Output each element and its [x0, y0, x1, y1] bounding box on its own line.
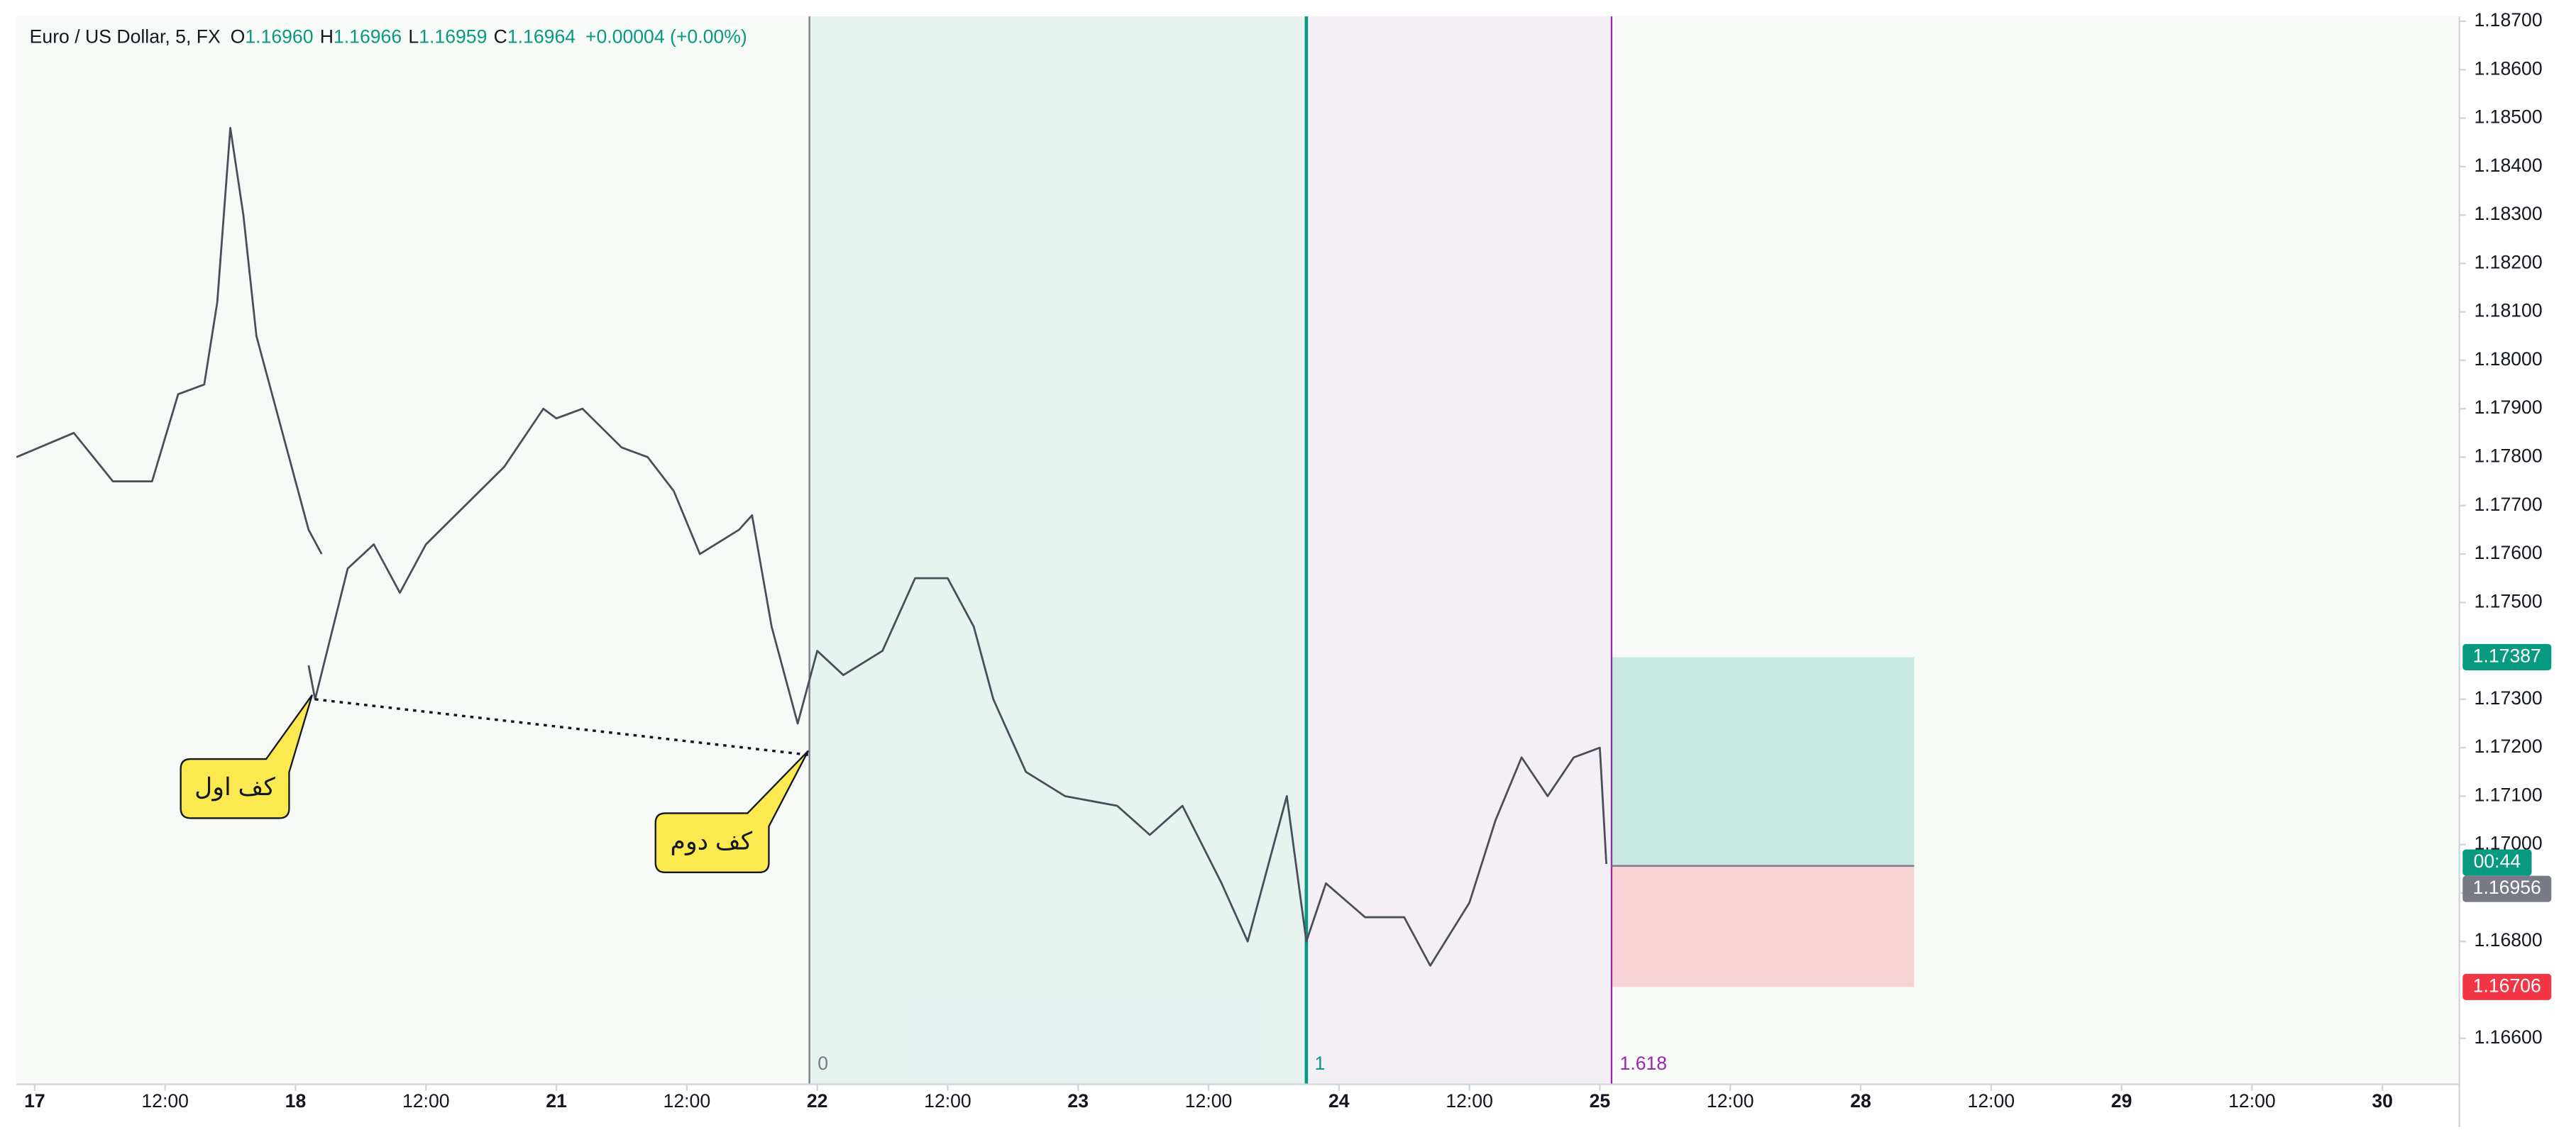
callout-text: کف اول — [194, 774, 275, 802]
x-tick-label: 23 — [1067, 1090, 1089, 1112]
x-tick-label: 21 — [546, 1090, 567, 1112]
x-tick-label: 17 — [24, 1090, 45, 1112]
header: Euro / US Dollar, 5, FX O 1.16960 H 1.16966… — [30, 26, 747, 47]
callout-bubble — [654, 750, 810, 874]
callout-text: کف دوم — [671, 828, 753, 855]
ohlc-value: 1.16959 — [419, 26, 487, 47]
fib-zone-fill — [809, 16, 1306, 1085]
trendline — [314, 698, 810, 757]
position-loss — [1611, 865, 1915, 987]
x-tick-label: 29 — [2111, 1090, 2132, 1112]
x-tick-label: 12:00 — [141, 1090, 189, 1112]
price-badge — [2462, 973, 2552, 1000]
y-tick-label: 1.16800 — [2474, 929, 2542, 951]
x-tick-label: 12:00 — [664, 1090, 711, 1112]
y-tick-label: 1.18600 — [2474, 57, 2542, 79]
ohlc-value: 1.16966 — [334, 26, 402, 47]
x-tick-label: 24 — [1328, 1090, 1350, 1112]
price-badge-label: 1.17387 — [2473, 645, 2541, 666]
x-tick-label: 12:00 — [1185, 1090, 1233, 1112]
x-tick-label: 12:00 — [402, 1090, 450, 1112]
y-tick-label: 1.17500 — [2474, 590, 2542, 611]
symbol-title: Euro / US Dollar, 5, FX — [30, 26, 221, 47]
x-tick-label: 25 — [1590, 1090, 1611, 1112]
fib-zone-label: 1 — [1314, 1053, 1325, 1074]
x-tick-label: 18 — [285, 1090, 307, 1112]
y-tick-label: 1.17800 — [2474, 445, 2542, 466]
position-profit — [1611, 657, 1915, 866]
fib-zone-label: 0 — [818, 1053, 828, 1074]
ohlc-value: 1.16964 — [507, 26, 576, 47]
price-badge-label: 1.16706 — [2473, 975, 2541, 996]
ohlc-key: C — [494, 26, 507, 47]
x-tick-label: 22 — [807, 1090, 828, 1112]
y-tick-label: 1.18500 — [2474, 106, 2542, 128]
price-line — [16, 126, 1607, 967]
price-badge-label: 1.16956 — [2473, 877, 2541, 898]
price-badge — [2462, 643, 2552, 670]
callout-2: کف دوم — [654, 750, 810, 874]
x-tick-label: 12:00 — [1707, 1090, 1754, 1112]
ohlc-key: H — [320, 26, 334, 47]
change: +0.00004 (+0.00%) — [585, 26, 747, 47]
price-badge — [2462, 875, 2552, 902]
callout-bubble — [180, 694, 313, 819]
y-tick-label: 1.18100 — [2474, 300, 2542, 321]
x-tick-label: 12:00 — [2228, 1090, 2276, 1112]
countdown: 00:44 — [2474, 850, 2521, 872]
x-tick-label: 12:00 — [924, 1090, 971, 1112]
ohlc-key: L — [408, 26, 419, 47]
y-tick-label: 1.18200 — [2474, 251, 2542, 272]
fib-zone-fill — [1306, 16, 1612, 1085]
x-tick-label: 30 — [2372, 1090, 2393, 1112]
y-tick-label: 1.17900 — [2474, 397, 2542, 418]
x-tick-label: 12:00 — [1968, 1090, 2015, 1112]
y-tick-label: 1.18000 — [2474, 348, 2542, 370]
y-tick-label: 1.17600 — [2474, 542, 2542, 563]
y-tick-label: 1.18700 — [2474, 9, 2542, 31]
ohlc-key: O — [231, 26, 246, 47]
y-tick-label: 1.18300 — [2474, 203, 2542, 224]
y-tick-label: 1.17200 — [2474, 736, 2542, 757]
x-tick-label: 12:00 — [1446, 1090, 1493, 1112]
fib-zone-label: 1.618 — [1620, 1053, 1668, 1074]
callout-1: کف اول — [180, 694, 313, 819]
y-tick-label: 1.17100 — [2474, 784, 2542, 805]
y-tick-label: 1.17700 — [2474, 494, 2542, 515]
y-tick-label: 1.17300 — [2474, 687, 2542, 709]
y-tick-label: 1.18400 — [2474, 155, 2542, 176]
countdown-badge — [2462, 849, 2532, 876]
x-tick-label: 28 — [1850, 1090, 1871, 1112]
ohlc-value: 1.16960 — [245, 26, 313, 47]
y-tick-label: 1.16600 — [2474, 1026, 2542, 1048]
